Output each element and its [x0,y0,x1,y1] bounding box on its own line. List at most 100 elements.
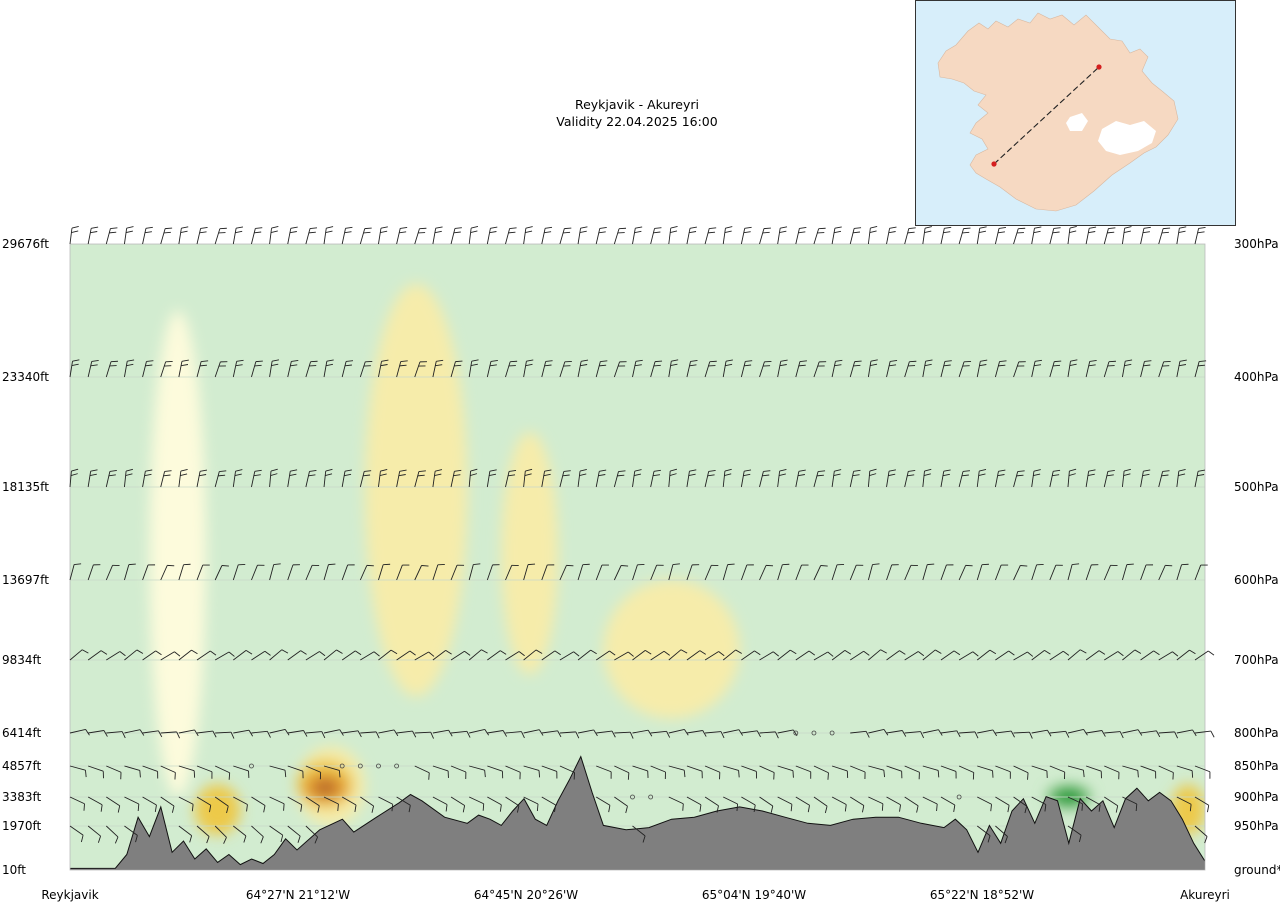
wind-barb-icon [595,469,607,488]
wind-barb-icon [323,649,343,661]
wind-barb-icon [867,226,878,245]
wind-barb-icon [414,227,427,245]
wind-barb-icon [940,226,952,245]
wind-barb-icon [523,729,544,736]
wind-barb-icon [287,765,304,779]
wind-barb-icon [595,650,616,661]
wind-barb-icon [705,731,725,739]
wind-barb-icon [958,765,975,780]
x-axis-label: Reykjavik [41,888,98,902]
wind-barb-icon [994,227,1006,245]
wind-barb-icon [813,470,826,488]
wind-barb-icon [251,227,263,245]
wind-barb-icon [1194,825,1208,844]
wind-barb-icon [468,226,479,245]
wind-barb-icon [142,564,156,581]
wind-barb-icon [432,765,449,778]
wind-barb-icon [541,469,552,488]
wind-barb-icon [741,796,756,812]
wind-barb-icon [850,796,865,813]
wind-barb-icon [305,765,322,780]
wind-barb-icon [650,765,666,780]
wind-barb-icon [414,651,435,661]
wind-barb-icon [414,731,434,739]
wind-barb-icon [867,359,878,378]
wind-barb-icon [106,731,126,739]
left-axis-label: 3383ft [2,790,42,804]
wind-barb-icon [214,227,227,245]
wind-barb-icon [559,765,575,780]
wind-barb-icon [251,730,271,738]
wind-barb-icon [668,728,689,736]
wind-barb-icon [1085,796,1101,812]
wind-barb-icon [1194,730,1215,738]
left-axis-label: 10ft [2,863,26,877]
wind-barb-icon [359,564,374,581]
wind-barb-icon [1121,563,1134,581]
wind-barb-icon [577,226,588,245]
wind-barb-icon [995,765,1011,779]
wind-barb-icon [1049,227,1061,245]
right-axis-label: ground* [1234,863,1280,877]
wind-barb-icon [922,729,943,736]
wind-barb-icon [341,796,357,812]
wind-barb-icon [523,359,534,378]
wind-barb-icon [650,650,670,661]
wind-barb-icon [668,649,688,661]
wind-barb-icon [704,360,717,378]
wind-barb-icon [868,796,884,811]
wind-barb-icon [178,359,189,378]
wind-barb-icon [233,825,247,843]
plot-area [70,244,1205,870]
wind-barb-icon [269,359,280,378]
wind-barb-icon [958,227,971,245]
calm-wind-circle-icon [811,730,817,736]
wind-barb-icon [795,650,816,661]
wind-barb-icon [69,796,85,811]
wind-barb-icon [450,765,467,780]
wind-barb-icon [849,227,862,245]
wind-barb-icon [759,360,772,378]
wind-barb-icon [740,226,752,245]
field-region-brown [314,778,337,797]
wind-barb-icon [886,765,903,779]
field-region-yellow [603,580,740,719]
wind-barb-icon [88,730,108,737]
wind-barb-icon [1085,765,1102,779]
field-contours [149,283,1205,835]
wind-barb-icon [414,765,430,780]
wind-barb-icon [1086,730,1106,737]
chart-title-block: Reykjavik - Akureyri Validity 22.04.2025… [0,96,1274,130]
wind-barb-icon [1158,651,1179,661]
wind-barb-icon [813,565,828,581]
wind-barb-icon [1031,729,1052,737]
wind-barb-icon [759,765,775,780]
wind-barb-icon [287,226,298,245]
wind-barb-icon [1031,359,1043,378]
wind-barb-icon [1176,563,1189,581]
wind-barb-icon [1013,565,1028,581]
wind-barb-icon [1176,729,1197,737]
wind-barb-icon [160,227,173,245]
wind-barb-icon [559,731,580,739]
wind-barb-icon [196,227,208,245]
wind-barb-icon [142,730,163,738]
wind-barb-icon [1049,360,1062,378]
wind-barb-icon [450,564,465,581]
wind-barb-icon [976,563,989,581]
wind-barb-icon [813,361,827,378]
wind-barb-icon [813,765,829,780]
wind-barb-icon [976,226,987,245]
wind-barb-icon [1067,359,1078,378]
wind-barb-icon [450,469,462,488]
wind-barb-icon [922,359,933,378]
wind-barb-icon [632,226,643,245]
wind-barb-icon [595,227,607,245]
wind-barb-icon [468,468,478,488]
wind-barb-icon [450,360,463,378]
right-axis-label: 300hPa [1234,237,1279,251]
wind-barb-icon [378,226,388,245]
wind-barb-icon [178,825,193,843]
wind-barb-icon [849,564,864,581]
right-axis-label: 600hPa [1234,573,1279,587]
